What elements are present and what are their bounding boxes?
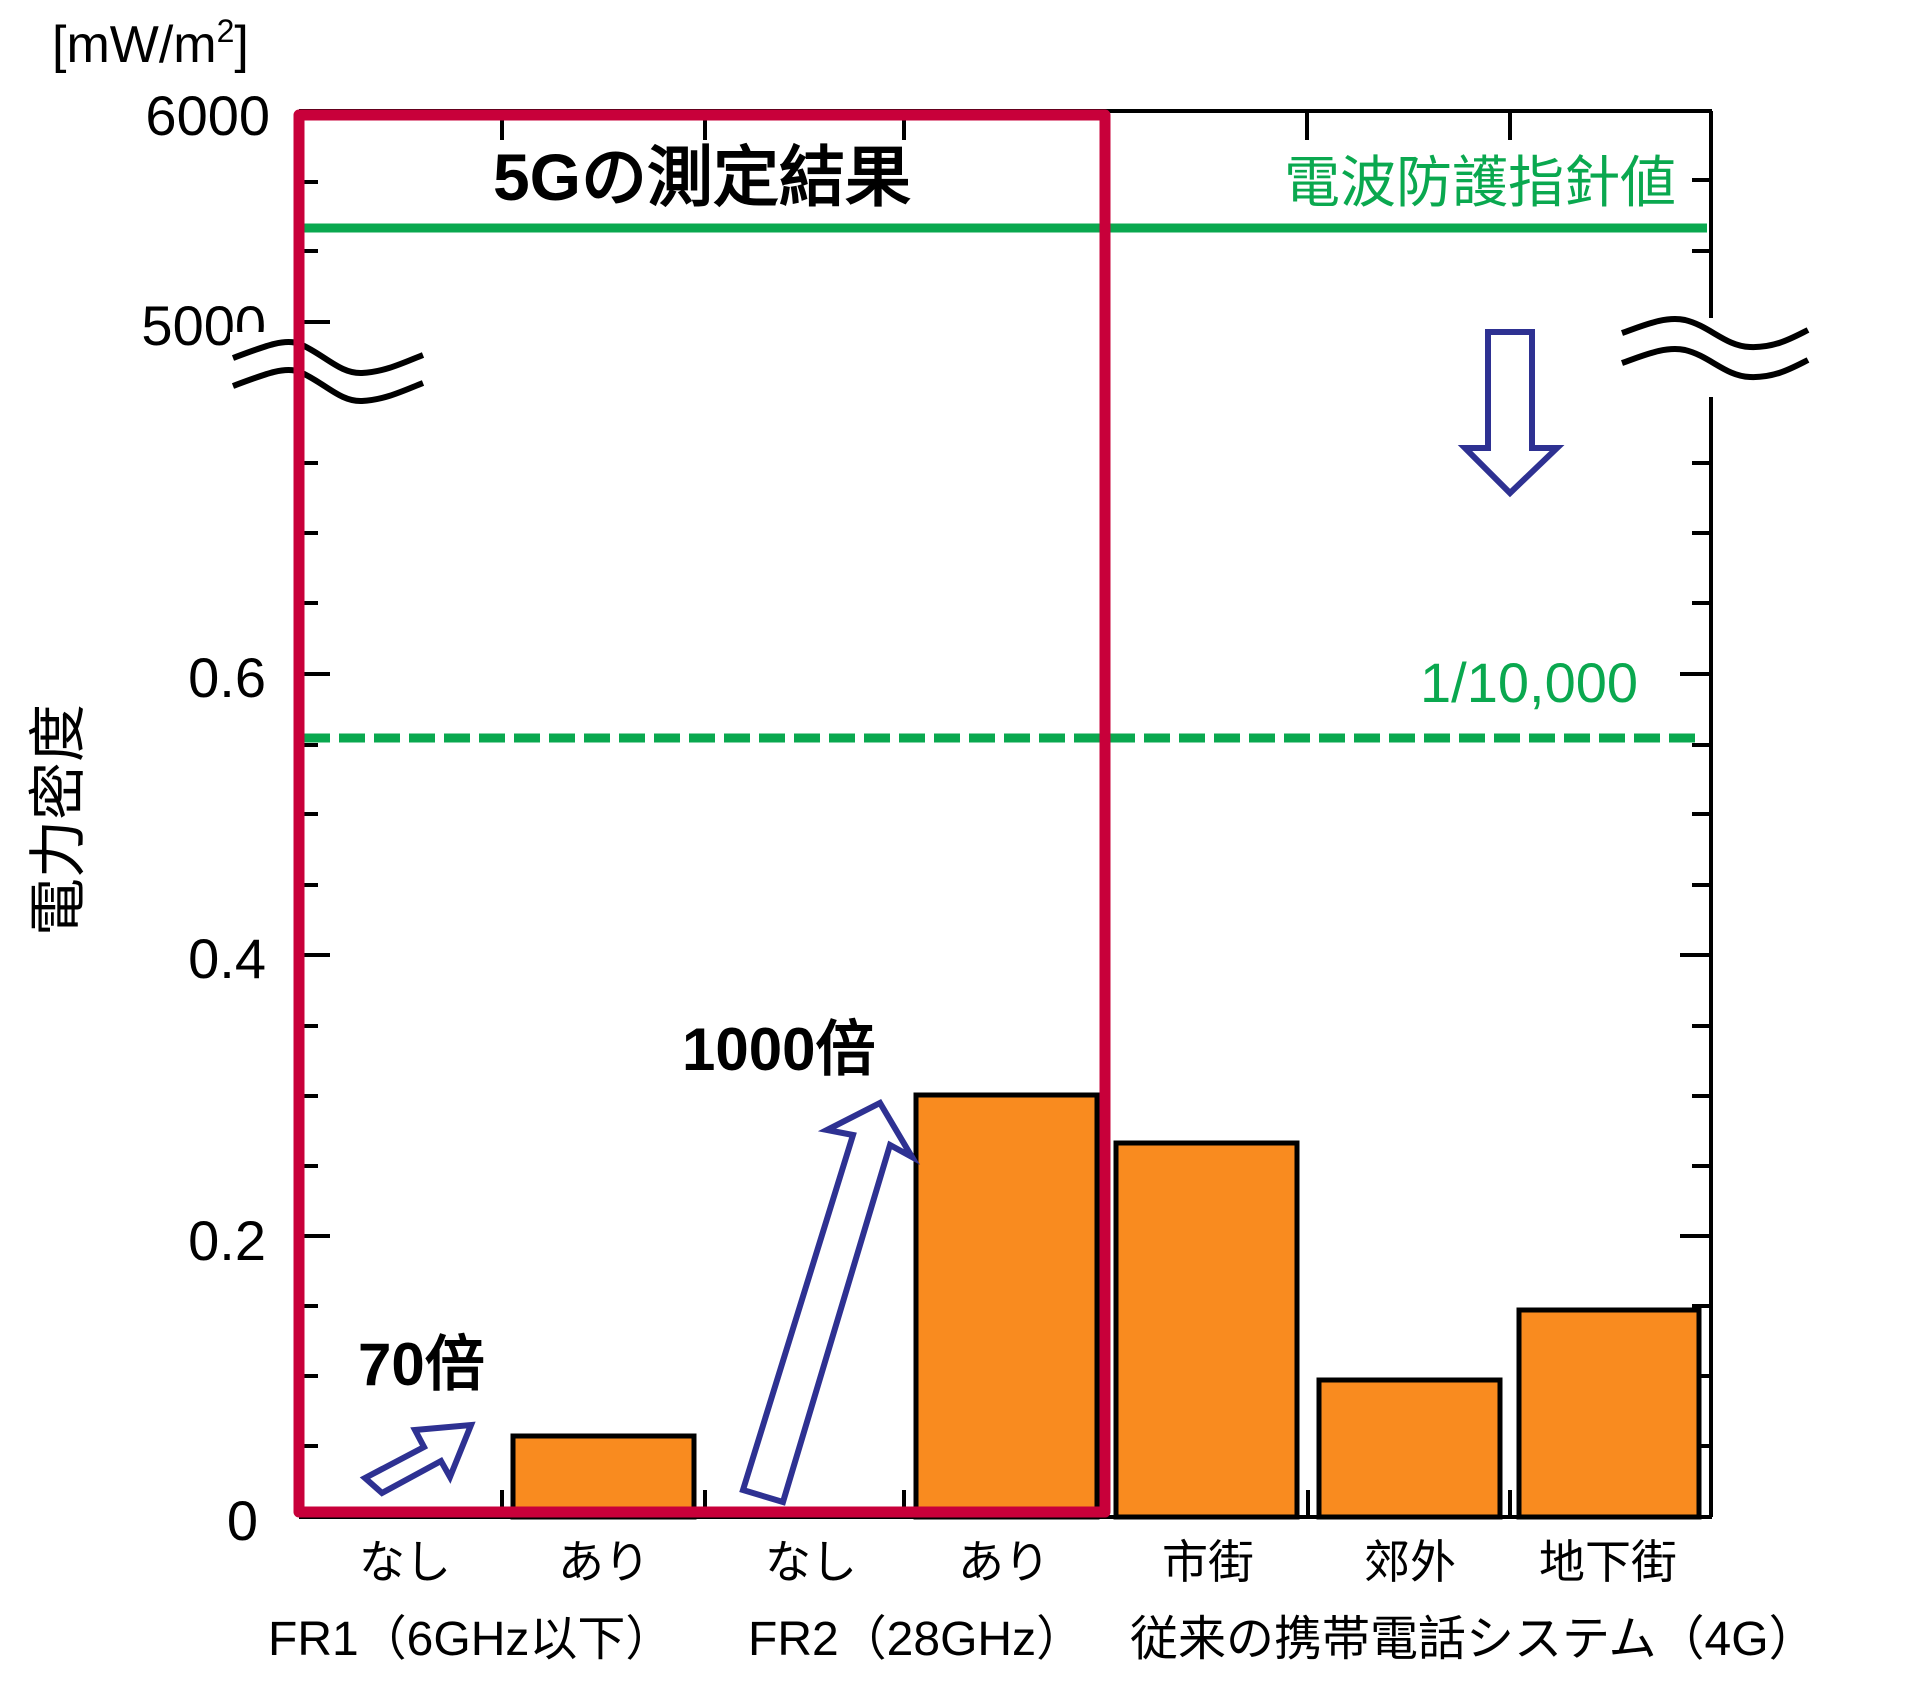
group-label-fr1: FR1（6GHz以下） <box>268 1613 673 1666</box>
group-label-4g: 従来の携帯電話システム（4G） <box>1130 1613 1817 1666</box>
y-tick-6000: 6000 <box>145 84 270 147</box>
category-label: なし <box>765 1536 857 1588</box>
ratio-label: 1/10,000 <box>1420 651 1638 714</box>
category-label: なし <box>359 1536 451 1588</box>
5g-highlight-box <box>293 109 1111 1518</box>
category-label: あり <box>558 1536 650 1588</box>
y-tick-0.6: 0.6 <box>188 646 266 709</box>
category-labels: なし あり なし あり 市街 郊外 地下街 <box>359 1536 1677 1588</box>
bars <box>510 1092 1702 1520</box>
annotation-1000x: 1000倍 <box>682 1016 875 1083</box>
category-label: 郊外 <box>1364 1536 1456 1588</box>
right-axis-ticks <box>1680 109 1711 1448</box>
bar-4g-suburban <box>1316 1377 1503 1520</box>
guideline-label: 電波防護指針値 <box>1284 151 1676 214</box>
bar-fr1-with <box>510 1433 697 1520</box>
5g-box-title: 5Gの測定結果 <box>493 140 911 214</box>
bar-fr2-with <box>913 1092 1100 1520</box>
bar-4g-underground <box>1516 1307 1702 1520</box>
y-tick-0.2: 0.2 <box>188 1209 266 1272</box>
axis-break-right-icon <box>1621 316 1810 381</box>
category-label: 地下街 <box>1539 1536 1677 1588</box>
annotation-70x: 70倍 <box>358 1331 485 1398</box>
arrow-down-icon <box>1457 329 1565 498</box>
arrow-1000x-icon <box>739 1099 921 1506</box>
group-labels: FR1（6GHz以下） FR2（28GHz） 従来の携帯電話システム（4G） <box>268 1613 1817 1666</box>
unit-label: [mW/m2] <box>52 13 249 74</box>
y-tick-0: 0 <box>227 1489 258 1552</box>
bar-4g-urban <box>1113 1140 1300 1520</box>
arrow-70x-icon <box>359 1421 476 1497</box>
group-label-fr2: FR2（28GHz） <box>748 1613 1084 1666</box>
category-label: 市街 <box>1162 1536 1254 1588</box>
y-axis-title: 電力密度 <box>26 704 91 936</box>
axis-break-left-icon <box>230 332 430 412</box>
category-label: あり <box>958 1536 1050 1588</box>
y-tick-0.4: 0.4 <box>188 927 266 990</box>
